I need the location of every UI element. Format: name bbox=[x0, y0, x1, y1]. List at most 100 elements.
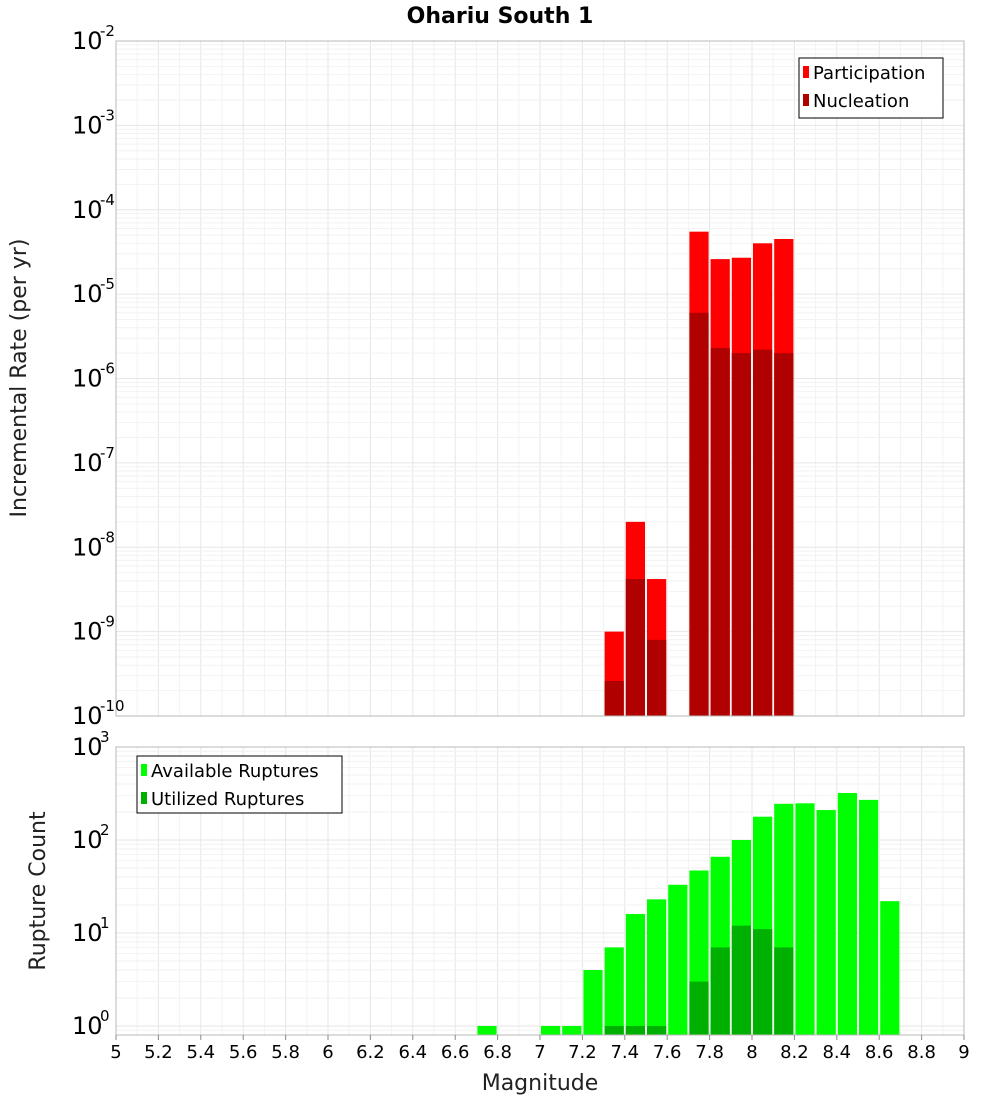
y-tick-label: 10 bbox=[72, 111, 103, 139]
rate-bar-secondary bbox=[604, 680, 624, 716]
x-tick-label: 8 bbox=[746, 1042, 757, 1063]
rate-bars bbox=[604, 231, 794, 717]
y-tick-exponent: -5 bbox=[100, 275, 115, 293]
count-bar-primary bbox=[541, 1025, 561, 1035]
x-tick-label: 5.2 bbox=[144, 1042, 173, 1063]
count-bar-primary bbox=[625, 914, 645, 1035]
y-tick-exponent: -3 bbox=[100, 106, 115, 124]
count-bar-primary bbox=[795, 803, 815, 1035]
rate-bar-secondary bbox=[710, 347, 730, 716]
count-bar-primary bbox=[668, 884, 688, 1035]
x-tick-label: 6.2 bbox=[356, 1042, 385, 1063]
x-tick-label: 8.4 bbox=[822, 1042, 851, 1063]
y-tick-exponent: -8 bbox=[100, 528, 115, 546]
count-bar-secondary bbox=[774, 947, 794, 1035]
legend-label: Available Ruptures bbox=[151, 761, 319, 782]
x-tick-label: 5.4 bbox=[186, 1042, 215, 1063]
x-tick-label: 7.4 bbox=[610, 1042, 639, 1063]
count-bar-secondary bbox=[625, 1025, 645, 1035]
y-tick-label: 10 bbox=[72, 449, 103, 477]
y-tick-exponent: -10 bbox=[100, 697, 125, 715]
y-tick-label: 10 bbox=[72, 919, 103, 947]
x-tick-label: 6.4 bbox=[398, 1042, 427, 1063]
count-bar-primary bbox=[880, 901, 900, 1035]
chart-title: Ohariu South 1 bbox=[407, 4, 594, 29]
x-tick-label: 5.6 bbox=[229, 1042, 258, 1063]
y-tick-label: 10 bbox=[72, 702, 103, 730]
legend-box bbox=[136, 755, 343, 814]
x-tick-label: 5 bbox=[110, 1042, 121, 1063]
y-tick-label: 10 bbox=[72, 280, 103, 308]
y-tick-label: 10 bbox=[72, 27, 103, 55]
y-tick-label: 10 bbox=[72, 826, 103, 854]
legend-swatch bbox=[803, 66, 809, 78]
count-bar-primary bbox=[583, 969, 603, 1035]
count-bar-primary bbox=[816, 810, 836, 1035]
count-y-axis-label: Rupture Count bbox=[26, 811, 51, 971]
y-tick-exponent: 2 bbox=[100, 821, 110, 839]
y-tick-label: 10 bbox=[72, 365, 103, 393]
rate-y-axis-label: Incremental Rate (per yr) bbox=[7, 239, 32, 518]
y-tick-exponent: 0 bbox=[100, 1007, 110, 1025]
count-bar-secondary bbox=[753, 929, 773, 1035]
rate-bar-secondary bbox=[647, 639, 667, 716]
rate-bar-secondary bbox=[689, 312, 709, 716]
y-tick-exponent: -6 bbox=[100, 360, 115, 378]
legend-label: Nucleation bbox=[813, 91, 909, 112]
rate-bar-secondary bbox=[625, 579, 645, 716]
legend-label: Utilized Ruptures bbox=[151, 789, 304, 810]
count-bar-secondary bbox=[689, 981, 709, 1035]
count-bar-primary bbox=[859, 799, 879, 1035]
count-bar-primary bbox=[647, 899, 667, 1035]
count-bar-secondary bbox=[710, 947, 730, 1035]
y-tick-exponent: -4 bbox=[100, 191, 115, 209]
y-tick-exponent: -2 bbox=[100, 22, 115, 40]
count-legend: Available Ruptures Utilized Ruptures bbox=[136, 755, 343, 814]
count-bar-secondary bbox=[604, 1025, 624, 1035]
legend-label: Participation bbox=[813, 63, 925, 84]
rate-bar-secondary bbox=[774, 353, 794, 716]
y-tick-exponent: -7 bbox=[100, 444, 115, 462]
legend-swatch bbox=[141, 764, 147, 776]
x-tick-label: 6.8 bbox=[483, 1042, 512, 1063]
legend-swatch bbox=[803, 94, 809, 106]
count-bar-primary bbox=[562, 1025, 582, 1035]
rate-bar-secondary bbox=[753, 349, 773, 716]
rate-grid bbox=[115, 40, 965, 717]
legend-box bbox=[798, 57, 944, 119]
y-tick-label: 10 bbox=[72, 618, 103, 646]
y-tick-exponent: 1 bbox=[100, 914, 110, 932]
count-bar-primary bbox=[837, 793, 857, 1035]
y-tick-label: 10 bbox=[72, 533, 103, 561]
y-tick-label: 10 bbox=[72, 1012, 103, 1040]
x-tick-label: 5.8 bbox=[271, 1042, 300, 1063]
x-tick-label: 8.2 bbox=[780, 1042, 809, 1063]
x-tick-label: 9 bbox=[958, 1042, 969, 1063]
x-axis-label: Magnitude bbox=[482, 1071, 599, 1096]
x-tick-label: 8.6 bbox=[865, 1042, 894, 1063]
x-ticks: 5 5.2 5.4 5.6 5.8 6 6.2 6.4 6.6 6.8 7 7.2 7.4 7.6 7.8 8… bbox=[110, 1035, 970, 1063]
rate-plot-frame bbox=[115, 40, 965, 717]
x-tick-label: 7 bbox=[534, 1042, 545, 1063]
y-tick-exponent: -9 bbox=[100, 613, 115, 631]
x-tick-label: 6.6 bbox=[441, 1042, 470, 1063]
x-tick-label: 6 bbox=[322, 1042, 333, 1063]
x-tick-label: 7.2 bbox=[568, 1042, 597, 1063]
rate-legend: Participation Nucleation bbox=[798, 57, 944, 119]
rate-bar-secondary bbox=[731, 353, 751, 716]
count-bar-primary bbox=[604, 947, 624, 1035]
count-bar-secondary bbox=[647, 1025, 667, 1035]
x-tick-label: 7.6 bbox=[653, 1042, 682, 1063]
x-tick-label: 7.8 bbox=[695, 1042, 724, 1063]
y-tick-label: 10 bbox=[72, 733, 103, 761]
x-tick-label: 8.8 bbox=[907, 1042, 936, 1063]
count-bar-secondary bbox=[731, 925, 751, 1035]
count-bars bbox=[477, 793, 900, 1035]
y-tick-exponent: 3 bbox=[100, 728, 110, 746]
legend-swatch bbox=[141, 792, 147, 804]
